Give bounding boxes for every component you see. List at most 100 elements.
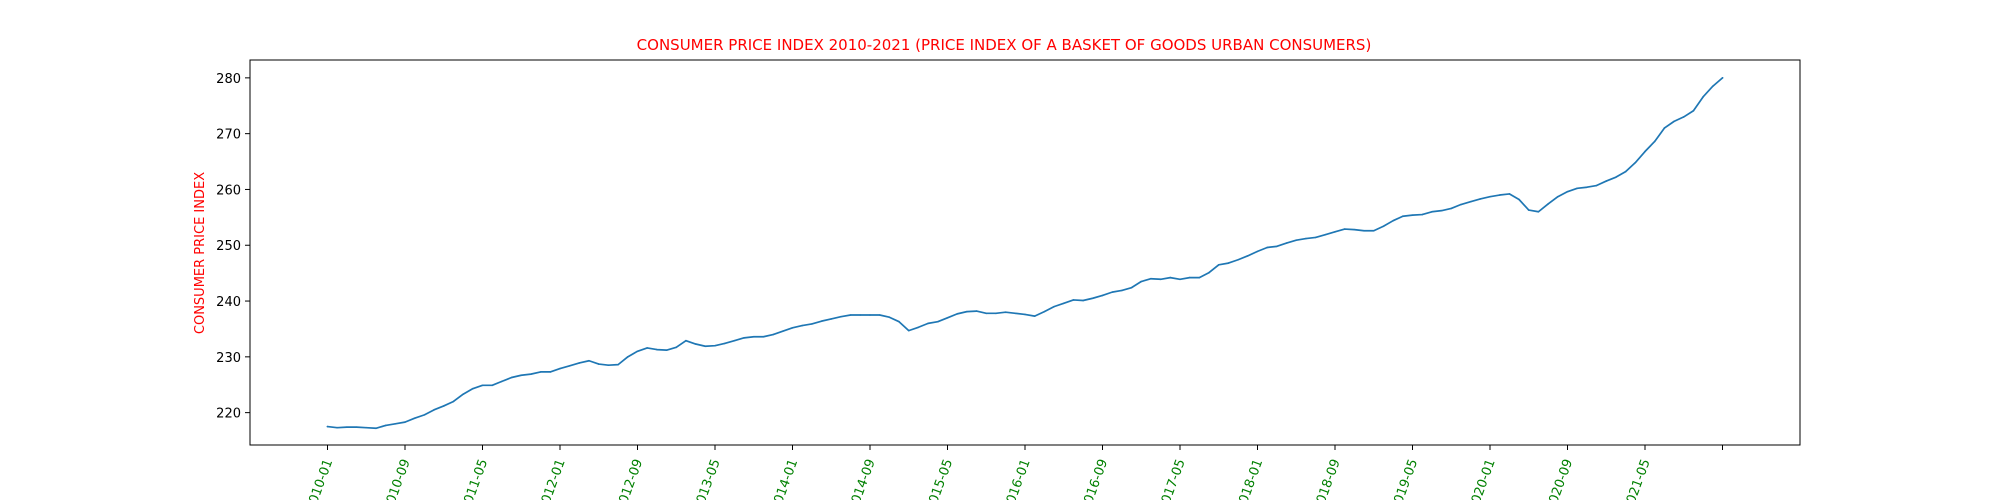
- x-tick-label: 2018-09: [1311, 457, 1344, 500]
- data-point: [617, 363, 619, 366]
- data-point: [1256, 250, 1259, 253]
- data-point: [1237, 258, 1239, 261]
- data-point: [491, 384, 493, 387]
- data-point: [1111, 291, 1113, 293]
- data-point: [840, 315, 842, 318]
- data-point: [869, 314, 871, 316]
- x-tick-label: 2010-09: [381, 457, 414, 500]
- data-point: [568, 364, 571, 367]
- y-tick-label: 230: [216, 351, 241, 366]
- x-tick-label: 2016-09: [1079, 457, 1112, 500]
- data-point: [627, 356, 629, 358]
- data-point: [549, 371, 552, 373]
- data-point: [1276, 245, 1278, 248]
- data-point: [772, 333, 774, 336]
- data-point: [636, 350, 639, 353]
- data-point: [1101, 294, 1104, 297]
- data-point: [1343, 228, 1346, 230]
- y-tick-label: 240: [216, 295, 241, 310]
- data-point: [1392, 219, 1394, 222]
- data-point: [801, 324, 803, 327]
- data-point: [1547, 203, 1549, 205]
- y-tick-label: 280: [216, 72, 241, 87]
- data-point: [1217, 263, 1220, 266]
- data-point: [375, 427, 377, 430]
- data-point: [1169, 276, 1172, 279]
- data-point: [820, 320, 823, 322]
- data-point: [927, 322, 929, 325]
- data-point: [1062, 302, 1065, 305]
- series-line-cpi: [326, 77, 1724, 430]
- data-point: [539, 371, 542, 373]
- data-point: [452, 400, 455, 403]
- x-tick-label: 2015-05: [924, 457, 957, 500]
- data-point: [966, 310, 968, 313]
- data-point: [1595, 184, 1598, 187]
- data-point: [365, 426, 368, 429]
- x-tick-label: 2020-09: [1544, 457, 1577, 500]
- data-point: [597, 363, 600, 365]
- data-point: [782, 330, 784, 332]
- data-point: [685, 339, 687, 342]
- data-point: [1285, 242, 1288, 244]
- data-point: [1295, 239, 1298, 242]
- data-point: [1402, 215, 1404, 218]
- data-point: [1024, 313, 1026, 316]
- x-tick-label: 2021-05: [1621, 457, 1654, 500]
- data-point: [355, 426, 358, 428]
- data-point: [1227, 262, 1230, 264]
- data-point: [975, 310, 978, 312]
- data-point: [1537, 210, 1540, 213]
- y-axis: 220 230 240 250 260 270 280: [216, 72, 250, 422]
- data-point: [791, 327, 794, 329]
- data-point: [1644, 150, 1646, 153]
- data-point: [1663, 127, 1666, 129]
- data-point: [1382, 225, 1385, 228]
- x-tick-label: 2011-05: [459, 457, 492, 500]
- data-point: [723, 342, 726, 345]
- data-point: [849, 314, 852, 316]
- x-tick-label: 2019-05: [1389, 457, 1422, 500]
- data-point: [1566, 190, 1569, 193]
- x-tick-label: 2010-01: [304, 457, 337, 500]
- x-tick-label: 2012-09: [614, 457, 647, 500]
- data-point: [1634, 161, 1637, 164]
- data-point: [433, 409, 435, 411]
- data-point: [1557, 195, 1559, 198]
- data-point: [762, 335, 765, 338]
- data-point: [326, 425, 329, 428]
- data-point: [1033, 315, 1036, 317]
- data-point: [1576, 187, 1578, 190]
- data-point: [1673, 120, 1675, 123]
- data-point: [1208, 271, 1210, 274]
- data-point: [1363, 229, 1365, 232]
- x-tick-label: 2020-01: [1466, 457, 1499, 500]
- data-point: [1305, 237, 1307, 240]
- y-tick-label: 220: [216, 407, 241, 422]
- data-point: [898, 320, 900, 323]
- data-point: [442, 405, 445, 407]
- data-point: [472, 387, 474, 390]
- plot-area-frame: [249, 59, 1801, 446]
- data-point: [578, 362, 581, 364]
- data-point: [733, 339, 736, 342]
- data-point: [423, 414, 426, 416]
- data-point: [1198, 276, 1201, 279]
- data-point: [1692, 109, 1695, 112]
- data-point: [1586, 186, 1588, 189]
- data-point: [462, 393, 464, 396]
- x-tick-label: 2012-01: [536, 457, 569, 500]
- data-point: [1314, 236, 1317, 239]
- x-axis: 2010-01 2010-09 2011-05 2012-01 2012-09 2013-…: [304, 445, 1723, 500]
- data-point: [665, 349, 668, 351]
- data-point: [1479, 198, 1482, 200]
- data-point: [1082, 299, 1084, 302]
- data-point: [1159, 278, 1162, 281]
- y-tick-label: 270: [216, 128, 241, 143]
- data-point: [1624, 170, 1627, 173]
- data-point: [1702, 96, 1704, 98]
- data-point: [1682, 116, 1685, 118]
- data-point: [646, 347, 648, 349]
- y-tick-label: 250: [216, 239, 241, 254]
- data-point: [1004, 311, 1007, 314]
